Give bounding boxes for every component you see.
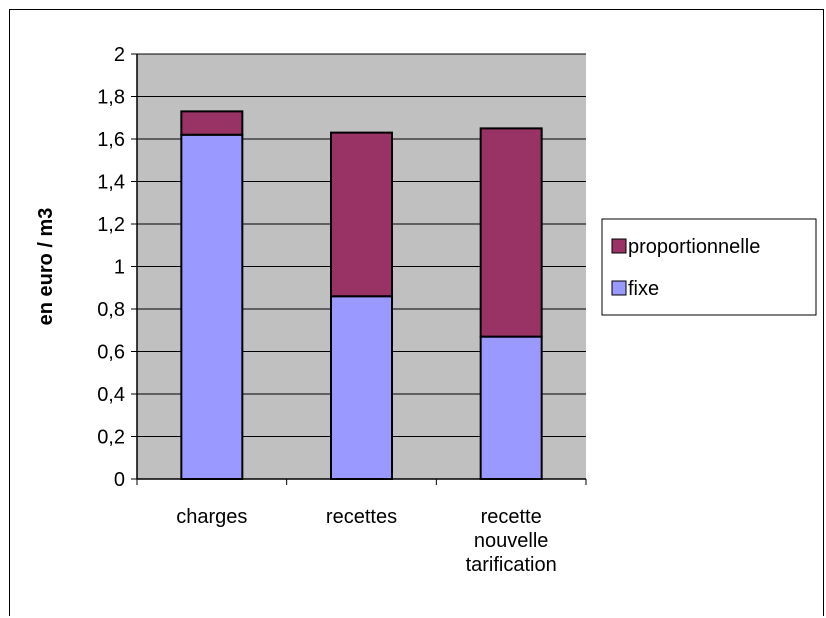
x-category-labels: charges recettes recette nouvelle tarificati…	[176, 506, 556, 576]
bar-proportionnelle	[330, 131, 393, 298]
legend-label-proportionnelle: proportionnelle	[628, 236, 760, 258]
legend-swatch-fixe	[611, 280, 627, 296]
bar-proportionnelle	[479, 127, 543, 338]
x-category-label: recette nouvelle tarification	[466, 506, 557, 576]
axes	[131, 53, 587, 485]
y-tick-label: 1,8	[97, 87, 125, 109]
y-tick-label: 1	[114, 257, 125, 279]
y-axis-label: en euro / m3	[35, 208, 57, 326]
y-tick-label: 0,2	[97, 427, 125, 449]
chart-frame	[9, 9, 824, 616]
x-category-label-line: recette	[481, 506, 542, 528]
x-category-label-line: recettes	[326, 506, 397, 528]
y-tick-label: 1,2	[97, 214, 125, 236]
y-tick-label: 0,6	[97, 342, 125, 364]
bar-proportionnelle	[180, 110, 244, 136]
y-tick-labels: 0 0,2 0,4 0,6 0,8 1 1,2 1,4 1,6 1,8 2	[97, 44, 125, 491]
x-category-label-line: charges	[176, 506, 247, 528]
legend-swatch-proportionnelle	[611, 238, 627, 254]
y-tick-label: 2	[114, 44, 125, 66]
x-category-label-line: nouvelle	[474, 530, 549, 552]
x-category-label: recettes	[326, 506, 397, 528]
y-tick-label: 0,4	[97, 384, 125, 406]
x-category-label-line: tarification	[466, 554, 557, 576]
y-tick-label: 0,8	[97, 299, 125, 321]
bar-fixe	[180, 133, 244, 480]
bar-fixe	[330, 295, 393, 480]
legend-label-fixe: fixe	[628, 278, 659, 300]
bar-fixe	[479, 335, 543, 480]
bars	[180, 110, 543, 480]
y-tick-label: 1,4	[97, 172, 125, 194]
x-category-label: charges	[176, 506, 247, 528]
y-tick-label: 0	[114, 469, 125, 491]
legend-box	[601, 218, 817, 316]
y-tick-label: 1,6	[97, 129, 125, 151]
legend: proportionnelle fixe	[601, 218, 817, 316]
